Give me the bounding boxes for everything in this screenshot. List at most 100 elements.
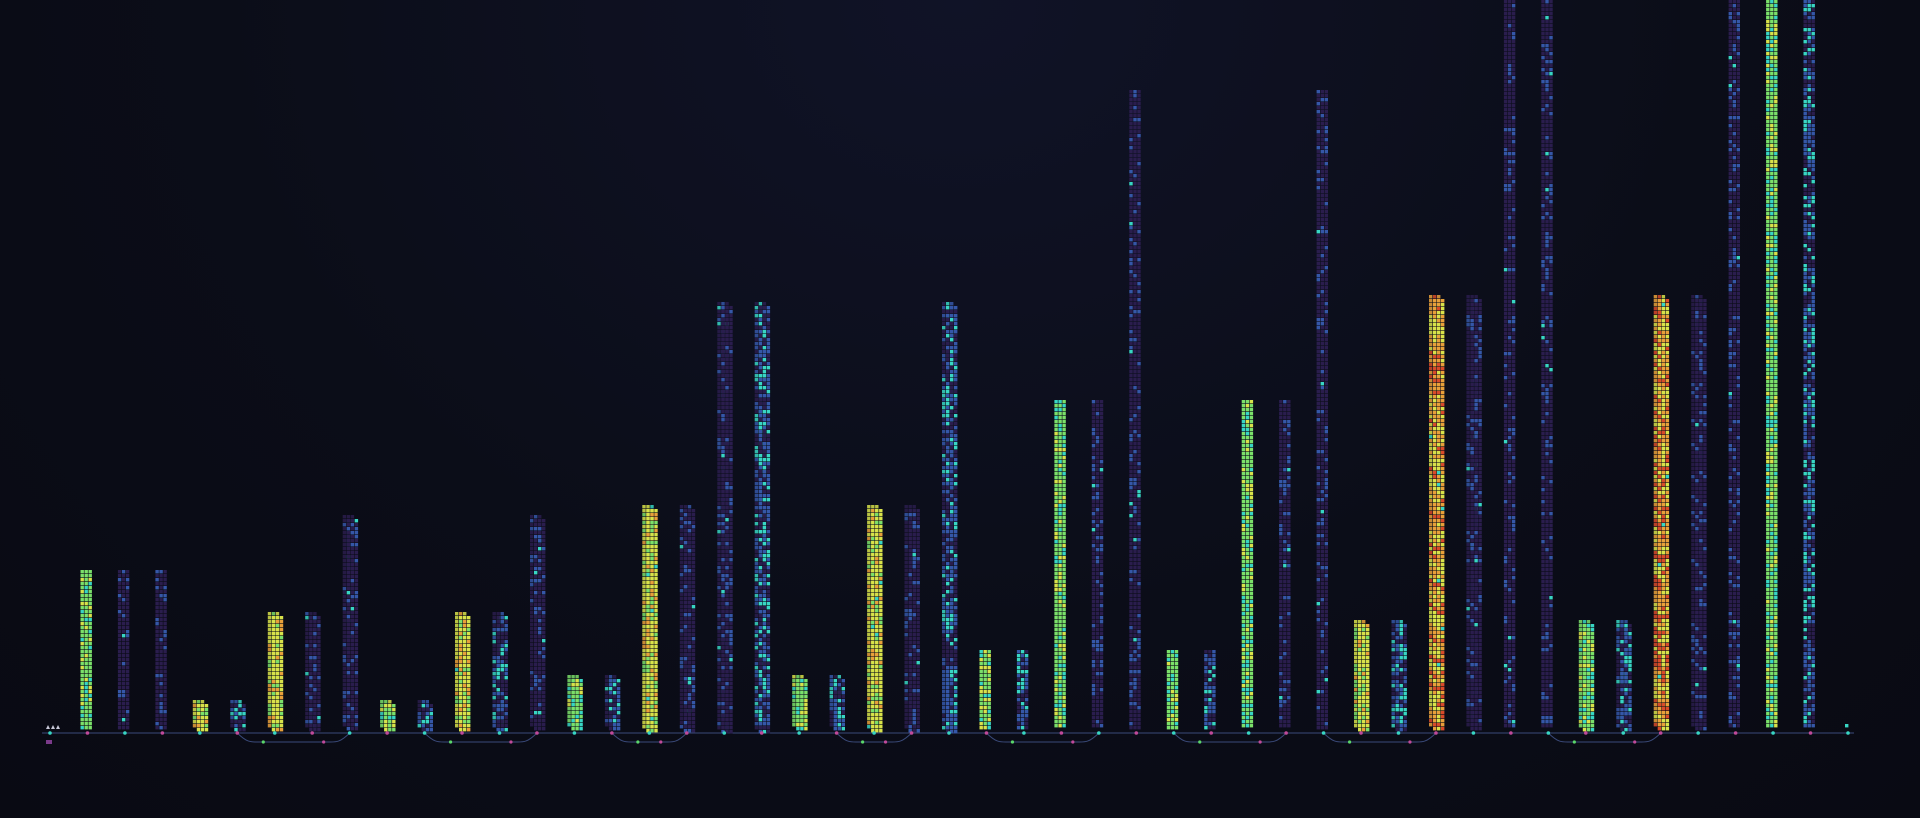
tensor-cell (279, 704, 284, 708)
tensor-cell (455, 648, 459, 652)
tensor-cell (841, 707, 845, 711)
skip-arc-node (861, 740, 865, 744)
tensor-cell (904, 625, 908, 629)
tensor-cell (346, 719, 351, 723)
tensor-cell (758, 518, 763, 522)
tensor-cell (762, 450, 767, 454)
tensor-cell (200, 716, 205, 720)
tensor-cell (117, 718, 122, 722)
tensor-cell (155, 698, 159, 702)
tensor-cell (721, 434, 725, 438)
tensor-cell (800, 711, 804, 715)
tensor-cell (879, 601, 883, 605)
tensor-cell (758, 714, 763, 718)
tensor-cell (642, 613, 646, 617)
tensor-cell (616, 683, 621, 687)
tensor-cell (80, 626, 84, 630)
tensor-cell (762, 458, 767, 462)
tensor-cell (538, 671, 542, 675)
tensor-cell (829, 707, 833, 711)
tensor-cell (912, 677, 916, 681)
tensor-cell (725, 506, 729, 510)
tensor-cell (121, 726, 126, 730)
skip-arc (1547, 732, 1662, 743)
tensor-cell (538, 639, 542, 643)
tensor-cell (538, 579, 542, 583)
tensor-cell (642, 649, 646, 653)
tensor-cell (725, 362, 729, 366)
tensor-cell (717, 426, 721, 430)
tensor-cell (875, 629, 879, 633)
tensor-cell (425, 720, 429, 724)
tensor-cell (354, 727, 359, 731)
tensor-cell (762, 574, 767, 578)
tensor-cell (388, 700, 392, 704)
tensor-cell (279, 716, 284, 720)
tensor-cell (380, 716, 384, 720)
tensor-cell (754, 638, 759, 642)
tensor-cell (904, 665, 908, 669)
tensor-cell (80, 586, 84, 590)
tensor-cell (687, 629, 692, 633)
tensor-cell (871, 557, 875, 561)
tensor-cell (879, 597, 883, 601)
tensor-cell (942, 374, 946, 378)
tensor-cell (687, 721, 692, 725)
tensor-cell (530, 619, 534, 623)
tensor-cell (459, 656, 463, 660)
tensor-cell (721, 674, 725, 678)
tensor-cell (504, 664, 508, 668)
tensor-cell (679, 669, 684, 673)
tensor-cell (654, 697, 658, 701)
tensor-cell (867, 661, 871, 665)
tensor-cell (313, 704, 317, 708)
tensor-cell (542, 635, 546, 639)
tensor-cell (691, 513, 696, 517)
tensor-cell (350, 667, 355, 671)
tensor-cell (121, 646, 126, 650)
tensor-cell (84, 694, 88, 698)
tensor-cell (758, 574, 763, 578)
tensor-cell (725, 354, 729, 358)
tensor-cell (275, 704, 280, 708)
tensor-cell (691, 609, 696, 613)
tensor-cell (305, 620, 309, 624)
skip-arc-node (1633, 740, 1637, 744)
tensor-cell (642, 653, 646, 657)
tensor-cell (84, 698, 88, 702)
tensor-cell (717, 558, 721, 562)
tensor-cell (679, 693, 684, 697)
tensor-cell (88, 622, 92, 626)
tensor-cell (691, 537, 696, 541)
tensor-cell (691, 509, 696, 513)
tensor-cell (717, 358, 721, 362)
tensor-cell (725, 386, 729, 390)
tensor-cell (875, 677, 879, 681)
tensor-cell (837, 687, 841, 691)
tensor-cell (534, 587, 538, 591)
tensor-cell (542, 651, 546, 655)
tensor-cell (758, 622, 763, 626)
tensor-cell (159, 654, 163, 658)
tensor-cell (542, 539, 546, 543)
tensor-cell (305, 644, 309, 648)
tensor-cell (117, 570, 122, 574)
tensor-cell (500, 656, 504, 660)
tensor-cell (908, 693, 912, 697)
tensor-cell (88, 682, 92, 686)
tensor-cell (467, 688, 471, 692)
tensor-cell (155, 670, 159, 674)
tensor-cell (642, 593, 646, 597)
tensor-cell (717, 670, 721, 674)
tensor-cell (879, 681, 883, 685)
tensor-cell (342, 523, 347, 527)
tensor-cell (721, 634, 725, 638)
tensor-cell (916, 713, 920, 717)
tensor-cell (691, 653, 696, 657)
tensor-cell (754, 470, 759, 474)
tensor-cell (729, 526, 733, 530)
tensor-cell (121, 638, 126, 642)
tensor-cell (725, 334, 729, 338)
tensor-cell (542, 711, 546, 715)
tensor-cell (754, 710, 759, 714)
